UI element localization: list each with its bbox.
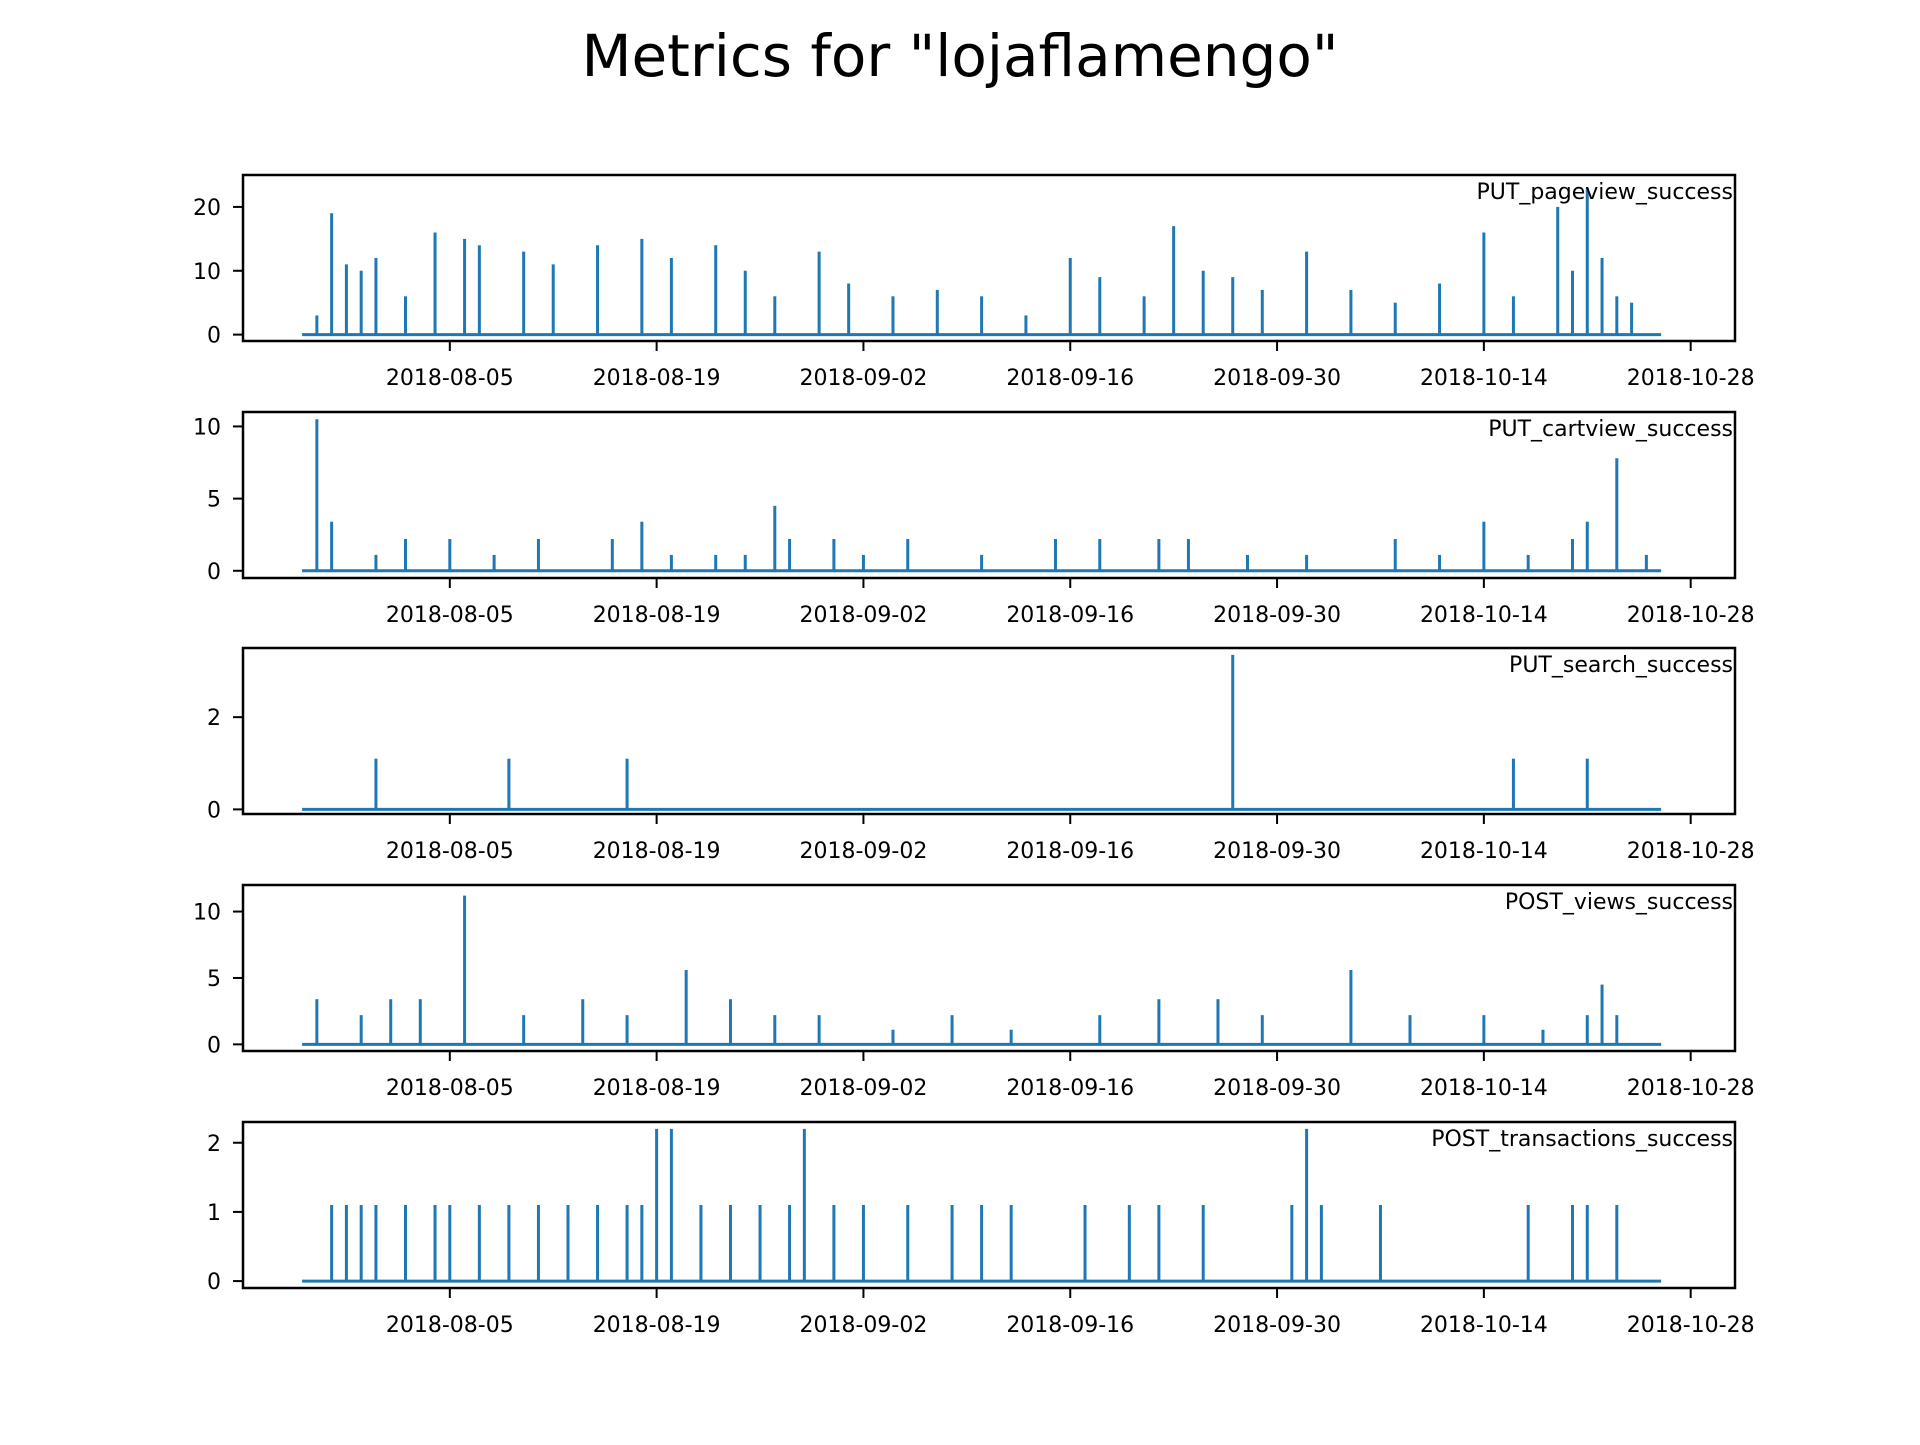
x-tick-label: 2018-09-16: [1006, 366, 1134, 391]
y-tick-label: 0: [207, 798, 221, 823]
plot-frame: [241, 883, 1737, 1053]
x-tick-label: 2018-09-30: [1213, 1076, 1341, 1101]
x-tick-label: 2018-08-05: [386, 603, 514, 628]
x-tick-label: 2018-10-14: [1420, 603, 1548, 628]
x-tick-label: 2018-10-14: [1420, 1313, 1548, 1338]
subplot-3: 2018-08-05 2018-08-19 2018-09-02 2018-09-16…: [207, 646, 1755, 864]
x-tick-label: 2018-09-30: [1213, 1313, 1341, 1338]
y-tick-label: 0: [207, 560, 221, 585]
x-tick-label: 2018-10-14: [1420, 1076, 1548, 1101]
plot-frame: [241, 646, 1737, 816]
x-tick-label: 2018-08-19: [593, 603, 721, 628]
x-tick-label: 2018-09-16: [1006, 603, 1134, 628]
y-tick-label: 1: [207, 1201, 221, 1226]
x-tick-label: 2018-08-19: [593, 1313, 721, 1338]
plot-frame: [241, 1120, 1737, 1290]
subplot-1: 2018-08-05 2018-08-19 2018-09-02 2018-09-16…: [193, 173, 1755, 391]
x-tick-label: 2018-09-02: [800, 839, 928, 864]
legend-label: POST_transactions_success: [1431, 1127, 1733, 1152]
legend-label: PUT_cartview_success: [1488, 417, 1733, 442]
y-tick-label: 10: [193, 415, 221, 440]
figure-title: Metrics for "lojaflamengo": [581, 22, 1339, 90]
x-tick-label: 2018-08-05: [386, 1076, 514, 1101]
subplot-5: 2018-08-05 2018-08-19 2018-09-02 2018-09-16…: [207, 1120, 1755, 1338]
y-tick-label: 10: [193, 260, 221, 285]
y-tick-label: 5: [207, 967, 221, 992]
x-tick-label: 2018-09-02: [800, 1313, 928, 1338]
x-tick-label: 2018-10-28: [1627, 839, 1755, 864]
x-tick-label: 2018-08-05: [386, 1313, 514, 1338]
plot-frame: [241, 173, 1737, 343]
legend-label: POST_views_success: [1505, 890, 1733, 915]
x-tick-label: 2018-09-16: [1006, 1313, 1134, 1338]
x-tick-label: 2018-09-16: [1006, 839, 1134, 864]
legend-label: PUT_pageview_success: [1477, 180, 1733, 205]
x-tick-label: 2018-10-28: [1627, 1076, 1755, 1101]
x-tick-label: 2018-09-16: [1006, 1076, 1134, 1101]
y-tick-label: 0: [207, 324, 221, 349]
x-tick-label: 2018-09-02: [800, 366, 928, 391]
legend-label: PUT_search_success: [1509, 653, 1733, 678]
x-tick-label: 2018-10-28: [1627, 366, 1755, 391]
x-tick-label: 2018-08-19: [593, 366, 721, 391]
x-tick-label: 2018-09-30: [1213, 839, 1341, 864]
x-tick-label: 2018-09-30: [1213, 366, 1341, 391]
y-tick-label: 20: [193, 196, 221, 221]
y-tick-label: 0: [207, 1033, 221, 1058]
plot-frame: [241, 410, 1737, 580]
x-tick-label: 2018-10-28: [1627, 603, 1755, 628]
x-tick-label: 2018-10-28: [1627, 1313, 1755, 1338]
y-tick-label: 2: [207, 1132, 221, 1157]
subplot-2: 2018-08-05 2018-08-19 2018-09-02 2018-09-16…: [193, 410, 1755, 628]
x-tick-label: 2018-09-30: [1213, 603, 1341, 628]
x-tick-label: 2018-08-19: [593, 1076, 721, 1101]
x-tick-label: 2018-09-02: [800, 603, 928, 628]
y-tick-label: 5: [207, 488, 221, 513]
x-tick-label: 2018-10-14: [1420, 366, 1548, 391]
x-tick-label: 2018-08-05: [386, 366, 514, 391]
y-tick-label: 0: [207, 1270, 221, 1295]
subplot-4: 2018-08-05 2018-08-19 2018-09-02 2018-09-16…: [193, 883, 1755, 1101]
y-tick-label: 2: [207, 706, 221, 731]
y-tick-label: 10: [193, 901, 221, 926]
x-tick-label: 2018-10-14: [1420, 839, 1548, 864]
x-tick-label: 2018-08-05: [386, 839, 514, 864]
x-tick-label: 2018-08-19: [593, 839, 721, 864]
x-tick-label: 2018-09-02: [800, 1076, 928, 1101]
